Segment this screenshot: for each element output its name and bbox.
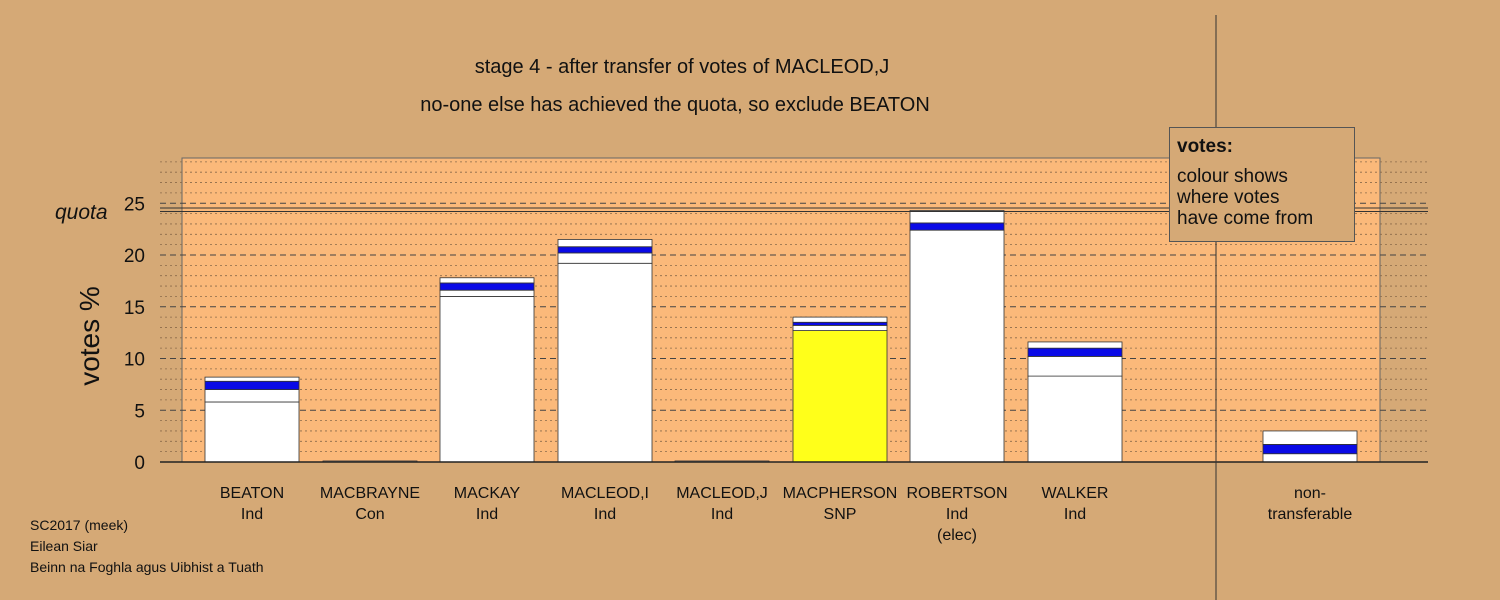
category-label: BEATON <box>220 485 284 502</box>
category-label: non- <box>1294 485 1326 502</box>
category-label: Ind <box>594 506 616 523</box>
footer-election: SC2017 (meek) <box>30 517 129 533</box>
category-label: MACLEOD,J <box>676 485 768 502</box>
category-label: Ind <box>476 506 498 523</box>
legend-line: colour shows <box>1177 166 1288 187</box>
chart-title: stage 4 - after transfer of votes of MAC… <box>475 56 890 78</box>
bar-segment <box>439 277 535 284</box>
bar-segment <box>557 246 653 254</box>
category-label: MACPHERSON <box>783 485 898 502</box>
bar-MACPHERSON <box>792 316 888 463</box>
bar-segment <box>1262 453 1358 463</box>
y-tick-label: 5 <box>134 401 145 422</box>
category-label: MACLEOD,I <box>561 485 649 502</box>
category-label: WALKER <box>1042 485 1109 502</box>
bar-non- <box>1262 430 1358 463</box>
bar-segment <box>1262 430 1358 445</box>
category-label: MACKAY <box>454 485 521 502</box>
bar-segment <box>204 380 300 390</box>
bar-ROBERTSON <box>909 210 1005 463</box>
bar-segment <box>557 262 653 463</box>
bar-segment <box>439 282 535 291</box>
category-label: MACBRAYNE <box>320 485 420 502</box>
category-label: ROBERTSON <box>906 485 1007 502</box>
bar-MACKAY <box>439 277 535 463</box>
category-label: Ind <box>1064 506 1086 523</box>
bar-segment <box>204 376 300 382</box>
y-tick-label: 25 <box>124 194 145 215</box>
category-label: Ind <box>241 506 263 523</box>
bar-segment <box>909 222 1005 231</box>
bars <box>204 210 1358 463</box>
category-label: Ind <box>711 506 733 523</box>
bar-segment <box>909 210 1005 224</box>
bar-segment <box>557 252 653 264</box>
y-tick-label: 20 <box>124 246 145 267</box>
bar-segment <box>792 321 888 326</box>
legend-box: votes: colour shows where votes have com… <box>1169 127 1355 242</box>
y-tick-label: 15 <box>124 298 145 319</box>
bar-segment <box>792 324 888 331</box>
category-label: transferable <box>1268 506 1353 523</box>
y-tick-label: 0 <box>134 453 145 474</box>
bar-segment <box>204 401 300 463</box>
bar-segment <box>1027 341 1123 349</box>
bar-segment <box>1027 356 1123 377</box>
legend-title: votes: <box>1177 136 1233 157</box>
bar-segment <box>204 389 300 403</box>
footer-council: Eilean Siar <box>30 538 98 554</box>
bar-BEATON <box>204 376 300 463</box>
bar-segment <box>557 239 653 248</box>
bar-segment <box>909 229 1005 463</box>
quota-label: quota <box>55 201 108 224</box>
bar-segment <box>792 316 888 323</box>
bar-segment <box>439 295 535 463</box>
category-label: Con <box>355 506 384 523</box>
legend-line: where votes <box>1177 187 1280 208</box>
y-tick-label: 10 <box>124 350 145 371</box>
bar-WALKER <box>1027 341 1123 463</box>
category-label: Ind <box>946 506 968 523</box>
bar-segment <box>1027 375 1123 463</box>
category-label: (elec) <box>937 527 977 544</box>
bar-segment <box>1027 347 1123 357</box>
footer-ward: Beinn na Foghla agus Uibhist a Tuath <box>30 559 264 575</box>
bar-segment <box>439 289 535 297</box>
bar-MACLEOD,I <box>557 239 653 463</box>
bar-segment <box>1262 444 1358 455</box>
legend-line: have come from <box>1177 208 1314 229</box>
chart-subtitle: no-one else has achieved the quota, so e… <box>420 94 930 116</box>
category-label: SNP <box>824 506 857 523</box>
bar-segment <box>792 330 888 463</box>
footer-info: SC2017 (meek) Eilean Siar Beinn na Foghl… <box>30 515 264 578</box>
y-axis-label: votes % <box>74 286 105 386</box>
